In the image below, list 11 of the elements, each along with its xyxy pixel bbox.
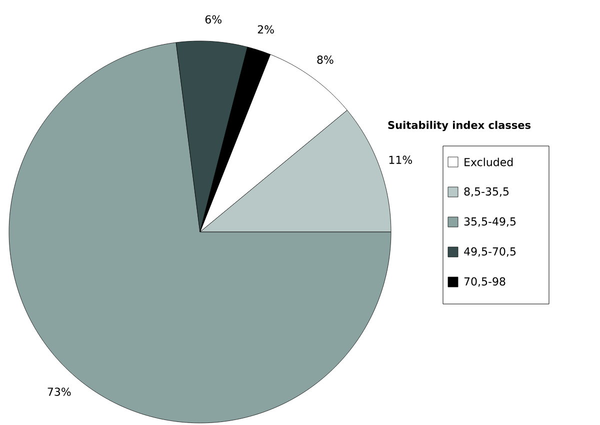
legend-label: Excluded (464, 158, 513, 166)
data-label: 6% (205, 15, 222, 24)
legend-label: 35,5-49,5 (464, 217, 516, 227)
legend-title: Suitability index classes (388, 120, 531, 132)
data-label: 8% (317, 56, 334, 64)
legend-label: 8,5-35,5 (464, 187, 509, 197)
data-label: 2% (258, 25, 274, 34)
legend-label: 49,5-70,5 (464, 247, 516, 257)
legend-label: 70,5-98 (464, 277, 506, 287)
data-label: 11% (389, 156, 412, 164)
data-label: 73% (48, 388, 71, 396)
